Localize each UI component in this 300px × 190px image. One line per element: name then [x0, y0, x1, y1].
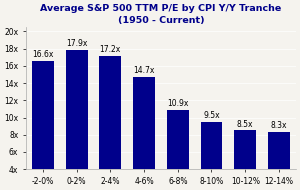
Title: Average S&P 500 TTM P/E by CPI Y/Y Tranche
(1950 - Current): Average S&P 500 TTM P/E by CPI Y/Y Tranc…: [40, 4, 281, 25]
Bar: [32, 61, 54, 169]
Text: 17.9x: 17.9x: [66, 39, 87, 48]
Bar: [268, 132, 290, 169]
Text: 10.9x: 10.9x: [167, 99, 188, 108]
Bar: [99, 55, 121, 169]
Text: 16.6x: 16.6x: [32, 50, 53, 59]
Bar: [66, 50, 88, 169]
Bar: [133, 77, 155, 169]
Text: 8.3x: 8.3x: [271, 121, 287, 131]
Text: 8.5x: 8.5x: [237, 120, 253, 129]
Bar: [167, 110, 189, 169]
Text: 17.2x: 17.2x: [100, 45, 121, 54]
Bar: [234, 131, 256, 169]
Text: 9.5x: 9.5x: [203, 111, 220, 120]
Text: 14.7x: 14.7x: [133, 66, 155, 75]
Bar: [200, 122, 223, 169]
